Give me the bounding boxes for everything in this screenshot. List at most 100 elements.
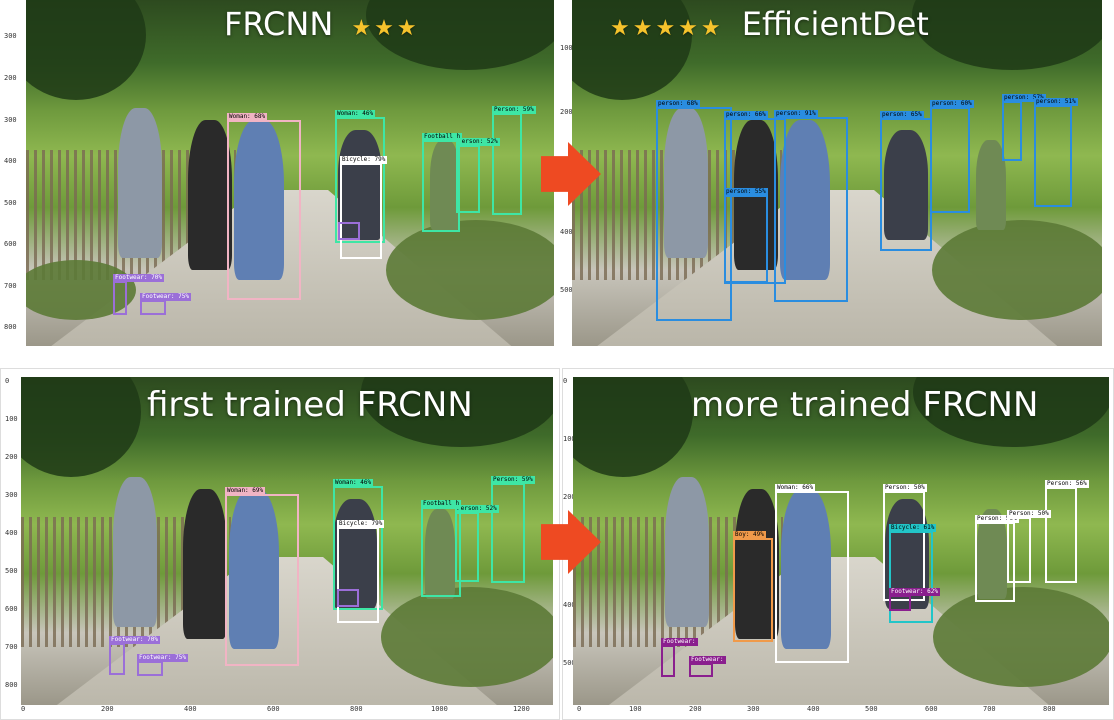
y-tick: 500	[563, 659, 576, 667]
detection-box: person: 65%	[880, 111, 932, 251]
x-tick: 100	[629, 705, 642, 713]
y-tick: 500	[560, 286, 573, 294]
detection-label: Person: 59%	[491, 476, 535, 484]
rating-stars-icon: ★★★	[351, 16, 420, 41]
x-tick: 700	[983, 705, 996, 713]
y-tick: 200	[560, 108, 573, 116]
detection-photo: Woman: 68% Woman: 46% Bicycle: 79% Perso…	[26, 0, 554, 346]
y-tick: 700	[4, 282, 17, 290]
x-tick: 800	[350, 705, 363, 713]
detection-photo: person: 68% person: 66% person: 91% pers…	[572, 0, 1102, 346]
y-tick: 200	[563, 493, 576, 501]
detection-label: Woman: 68%	[227, 113, 268, 121]
detection-label: Person: 50%	[975, 515, 1019, 523]
detection-label: person: 66%	[724, 111, 768, 119]
title-text: EfficientDet	[741, 5, 929, 43]
x-tick: 200	[689, 705, 702, 713]
detection-box: Person: 59%	[492, 106, 536, 215]
detection-label: Bicycle: 79%	[340, 156, 388, 164]
detection-box: Person: 56%	[1045, 480, 1089, 583]
detection-label: Boy: 49%	[733, 531, 766, 539]
title-text: FRCNN	[224, 5, 334, 43]
x-tick: 1200	[513, 705, 530, 713]
detection-box: Person: 50%	[1007, 510, 1051, 583]
detection-label: person: 57%	[1002, 94, 1046, 102]
y-tick: 0	[563, 377, 568, 385]
detection-box: Woman: 66%	[775, 484, 849, 663]
title-text: more trained FRCNN	[691, 385, 1039, 425]
x-axis-ticks: 0 100 200 300 400 500 600 700 800	[573, 705, 1113, 717]
x-tick: 600	[925, 705, 938, 713]
detection-box	[337, 589, 359, 607]
panel-bottom-left: 0 100 200 300 400 500 600 700 800 0 200 …	[0, 368, 560, 720]
detection-photo: Woman: 69% Woman: 46% Bicycle: 79% Perso…	[21, 377, 553, 705]
x-tick: 200	[101, 705, 114, 713]
detection-box: Bicycle: 79%	[340, 156, 388, 259]
detection-label: person: 55%	[724, 188, 768, 196]
y-tick: 600	[5, 605, 18, 613]
detection-label: person: 60%	[930, 100, 974, 108]
y-tick: 100	[5, 415, 18, 423]
y-tick: 100	[563, 435, 576, 443]
detection-label: Football h	[421, 500, 462, 508]
y-axis-ticks: 300 200 300 400 500 600 700 800	[4, 0, 24, 345]
detection-box: person: 51%	[1034, 98, 1078, 207]
detection-label: Footwear:	[661, 638, 698, 646]
detection-box: Person: 59%	[491, 476, 535, 583]
detection-label: Woman: 69%	[225, 487, 266, 495]
detection-box	[338, 222, 360, 240]
detection-box: Person: 50%	[975, 515, 1019, 602]
detection-label: Bicycle: 61%	[889, 524, 937, 532]
y-tick: 200	[4, 74, 17, 82]
x-tick: 800	[1043, 705, 1056, 713]
y-tick: 100	[560, 44, 573, 52]
y-tick: 400	[563, 601, 576, 609]
x-tick: 400	[184, 705, 197, 713]
y-tick: 600	[4, 240, 17, 248]
detection-box: Footwear:	[661, 638, 698, 677]
x-tick: 400	[807, 705, 820, 713]
detection-label: Woman: 66%	[775, 484, 816, 492]
detection-box: person: 57%	[1002, 94, 1046, 161]
detection-box: Footwear: 75%	[140, 293, 191, 315]
y-tick: 400	[5, 529, 18, 537]
detection-box: Woman: 46%	[333, 479, 383, 610]
y-tick: 0	[5, 377, 10, 385]
panel-title: FRCNN ★★★	[224, 5, 420, 43]
panel-title: first trained FRCNN	[147, 385, 473, 425]
detection-box: Footwear: 70%	[109, 636, 160, 675]
detection-label: person: 51%	[1034, 98, 1078, 106]
y-tick: 500	[4, 199, 17, 207]
detection-label: Footwear: 70%	[113, 274, 164, 282]
detection-label: Person: 52%	[456, 138, 500, 146]
panel-title: ★★★★★ EfficientDet	[610, 5, 929, 43]
rating-stars-icon: ★★★★★	[610, 16, 724, 41]
y-tick: 300	[4, 116, 17, 124]
y-tick: 500	[5, 567, 18, 575]
y-axis-ticks: 0 100 200 300 400 500 600 700 800	[5, 369, 23, 705]
detection-box: Football h	[421, 500, 462, 597]
detection-box: Football h	[422, 133, 463, 232]
detection-photo: Woman: 66% Boy: 49% Person: 50% Person: …	[573, 377, 1109, 705]
y-tick: 800	[4, 323, 17, 331]
detection-box: Bicycle: 61%	[889, 524, 937, 623]
x-tick: 300	[747, 705, 760, 713]
detection-box: person: 68%	[656, 100, 732, 321]
x-tick: 0	[577, 705, 582, 713]
detection-box: Person: 52%	[456, 138, 500, 213]
detection-label: Footwear: 62%	[889, 588, 940, 596]
detection-label: Woman: 46%	[335, 110, 376, 118]
detection-label: Woman: 46%	[333, 479, 374, 487]
x-tick: 0	[21, 705, 26, 713]
detection-box: Woman: 68%	[227, 113, 301, 300]
panel-title: more trained FRCNN	[691, 385, 1038, 425]
detection-box: person: 91%	[774, 110, 848, 302]
panel-bottom-right: 0 100 200 300 400 500 0 100 200 300 400 …	[562, 368, 1114, 720]
detection-box: Person: 50%	[883, 484, 927, 601]
detection-label: Person: 50%	[1007, 510, 1051, 518]
x-tick: 1000	[431, 705, 448, 713]
detection-label: Person: 52%	[455, 505, 499, 513]
x-tick: 600	[267, 705, 280, 713]
detection-box: Person: 52%	[455, 505, 499, 582]
x-tick: 500	[865, 705, 878, 713]
